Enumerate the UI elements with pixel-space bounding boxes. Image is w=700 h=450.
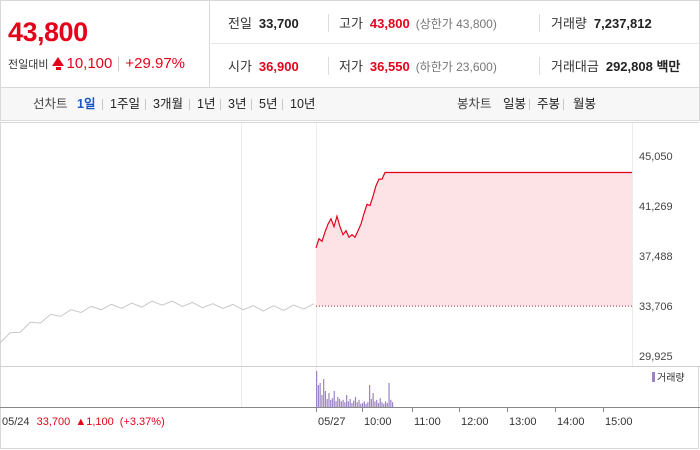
up-triangle-icon: ▲: [75, 416, 86, 428]
x-tick-label: 12:00: [461, 416, 489, 428]
volume-bar: [392, 402, 394, 407]
volume-bar: [381, 402, 383, 407]
tab-1y[interactable]: 1년: [197, 97, 216, 111]
quote-header: 43,800 전일대비 10,100 +29.97% 전일 33,700 고가 43…: [0, 0, 700, 88]
volume-bar: [356, 402, 358, 407]
volume-bar: [338, 399, 341, 407]
price-summary: 43,800 전일대비 10,100 +29.97%: [1, 1, 210, 87]
prev-day-note: 05/24 33,700 ▲1,100 (+3.37%): [2, 416, 165, 428]
volume-bar: [317, 385, 319, 407]
tab-5y[interactable]: 5년: [259, 97, 278, 111]
volume-bar: [335, 401, 337, 407]
volume-bar: [344, 402, 346, 407]
volume-bar: [388, 383, 390, 407]
volume-bar: [369, 385, 371, 407]
volume-bar: [372, 393, 374, 407]
price-stats: 전일 33,700 고가 43,800 (상한가 43,800) 거래량 7,237,8…: [211, 1, 699, 87]
volume-bar: [386, 403, 388, 407]
volume-bar: [326, 399, 328, 407]
tab-10y[interactable]: 10년: [290, 97, 316, 111]
x-tick-label: 13:00: [509, 416, 537, 428]
volume-bar: [346, 395, 348, 407]
tab-monthly[interactable]: 월봉: [573, 97, 597, 111]
volume-bar: [337, 397, 339, 407]
stat-volume: 거래량 7,237,812: [551, 16, 652, 31]
x-tick-label: 10:00: [364, 416, 392, 428]
current-price: 43,800: [8, 17, 88, 47]
stat-trade-value: 거래대금 292,808 백만: [551, 59, 681, 74]
up-arrow-icon: [51, 56, 65, 70]
volume-bar: [358, 399, 360, 407]
change-amount: 10,100: [66, 55, 113, 72]
volume-bar: [316, 371, 318, 407]
tab-3y[interactable]: 3년: [228, 97, 247, 111]
y-tick-label: 29,925: [639, 351, 673, 363]
price-change: 전일대비 10,100 +29.97%: [8, 55, 185, 72]
volume-bar: [360, 403, 362, 407]
y-tick-label: 33,706: [639, 301, 673, 313]
y-tick-label: 37,488: [639, 251, 673, 263]
volume-bar: [383, 403, 385, 407]
volume-bar: [370, 399, 372, 407]
volume-bar: [323, 379, 325, 407]
divider: [118, 56, 120, 71]
volume-bar: [353, 400, 355, 407]
tab-weekly[interactable]: 주봉: [537, 97, 561, 111]
volume-bar: [333, 391, 335, 407]
volume-bar: [377, 403, 380, 407]
volume-bar: [347, 401, 350, 407]
volume-bar: [319, 383, 321, 407]
y-tick-label: 41,269: [639, 201, 673, 213]
volume-bar: [331, 398, 334, 407]
today-price-line: [315, 171, 632, 249]
volume-bar: [384, 401, 387, 407]
stat-low: 저가 36,550 (하한가 23,600): [339, 59, 497, 74]
volume-bar: [374, 401, 376, 407]
volume-bar: [324, 391, 327, 407]
volume-legend-swatch: [652, 372, 655, 382]
stat-prev-close: 전일 33,700: [228, 16, 299, 31]
volume-bar: [349, 399, 351, 407]
x-tick-label: 11:00: [414, 416, 441, 428]
candle-chart-label: 봉차트: [457, 97, 492, 111]
volume-bar: [342, 399, 344, 407]
tab-daily[interactable]: 일봉: [503, 97, 527, 111]
chart-tabs: 선차트 1일 1주일 3개월 1년 3년 5년 10년 봉차트 일봉 주봉 월봉: [0, 88, 700, 121]
volume-bar: [390, 399, 392, 407]
x-tick-label: 05/27: [318, 416, 346, 428]
tab-1w[interactable]: 1주일: [110, 97, 140, 111]
price-chart-svg: 45,050 41,269 37,488 33,706 29,925 05/27 10:0…: [0, 122, 700, 449]
tab-3m[interactable]: 3개월: [153, 97, 183, 111]
volume-bar: [379, 398, 381, 407]
tab-1d[interactable]: 1일: [77, 97, 96, 111]
price-chart: 45,050 41,269 37,488 33,706 29,925 05/27 10:0…: [0, 122, 700, 450]
volume-bar: [376, 399, 378, 407]
volume-bar: [340, 401, 342, 407]
volume-bar: [321, 395, 323, 407]
y-tick-label: 45,050: [639, 151, 673, 163]
volume-bar: [367, 402, 369, 407]
volume-bar: [330, 399, 332, 407]
volume-bar: [328, 393, 330, 407]
stat-high: 고가 43,800 (상한가 43,800): [339, 16, 497, 31]
today-area-fill: [316, 172, 632, 307]
x-tick-label: 15:00: [605, 416, 633, 428]
x-tick-label: 14:00: [557, 416, 585, 428]
change-percent: +29.97%: [125, 55, 186, 72]
volume-bar: [354, 397, 357, 407]
volume-bar: [351, 403, 353, 407]
line-chart-label: 선차트: [33, 97, 68, 111]
volume-legend: 거래량: [657, 372, 685, 384]
volume-bar: [363, 401, 365, 407]
volume-bar: [365, 403, 367, 407]
stat-open: 시가 36,900: [228, 59, 299, 74]
previous-day-line: [0, 300, 315, 344]
change-label: 전일대비: [8, 58, 49, 71]
volume-bar: [361, 403, 364, 407]
